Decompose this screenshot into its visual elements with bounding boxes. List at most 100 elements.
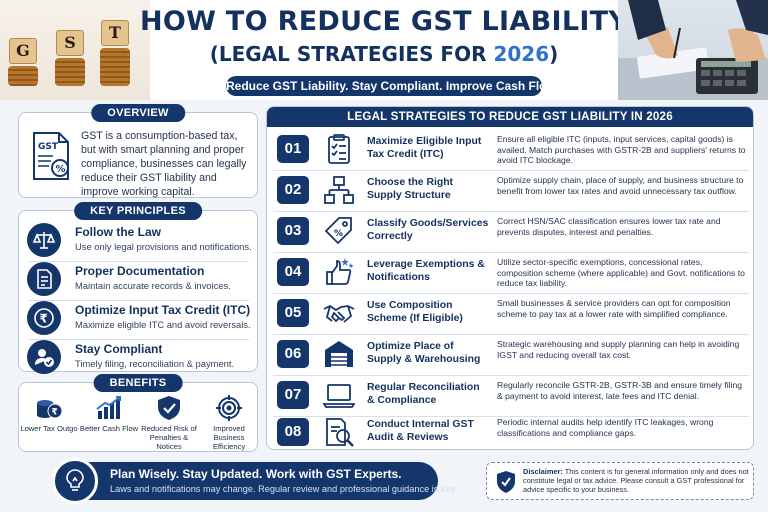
benefit-label: Better Cash Flow — [79, 424, 139, 433]
gst-coins-illustration: G S T — [0, 0, 150, 100]
disclaimer-text: Disclaimer: This content is for general … — [523, 467, 749, 495]
strategy-row: 08 Conduct Internal GST Audit & Reviews … — [273, 414, 749, 451]
divider — [29, 339, 249, 340]
strategy-title: Optimize Place of Supply & Warehousing — [367, 341, 481, 365]
principle-item: Stay Compliant Timely filing, reconcilia… — [27, 340, 255, 376]
strategy-number: 02 — [277, 176, 309, 204]
shield-check-icon — [158, 396, 180, 420]
strategy-row: 02 Choose the Right Supply Structure Opt… — [273, 172, 749, 209]
benefits-panel: BENEFITS ₹ Lower Tax Outgo Better Cash F… — [18, 374, 259, 452]
strategy-desc: Utilize sector-specific exemptions, conc… — [497, 257, 745, 289]
strategy-title: Regular Reconciliation & Compliance — [367, 382, 480, 406]
principle-item: Follow the Law Use only legal provisions… — [27, 223, 255, 259]
tag-icon: % — [324, 217, 352, 245]
benefit-item: ₹ Lower Tax Outgo — [19, 395, 79, 433]
strategy-row: 07 Regular Reconciliation & Compliance R… — [273, 377, 749, 414]
benefits-heading: BENEFITS — [93, 374, 183, 392]
strategy-title: Choose the Right Supply Structure — [367, 177, 454, 201]
strategy-desc: Periodic internal audits help identify I… — [497, 417, 714, 438]
strategy-number: 06 — [277, 340, 309, 368]
warehouse-icon — [325, 341, 353, 367]
strategy-number: 05 — [277, 299, 309, 327]
rupee-icon: ₹ — [27, 301, 61, 335]
user-check-icon — [27, 340, 61, 374]
divider — [29, 300, 249, 301]
strategies-heading: LEGAL STRATEGIES TO REDUCE GST LIABILITY… — [267, 107, 753, 127]
disclaimer-box: Disclaimer: This content is for general … — [486, 462, 754, 500]
benefit-item: Better Cash Flow — [79, 395, 139, 433]
key-principles-panel: KEY PRINCIPLES Follow the Law Use only l… — [18, 202, 258, 374]
divider — [273, 334, 749, 335]
scales-icon — [27, 223, 61, 257]
strategy-desc: Strategic warehousing and supply plannin… — [497, 339, 740, 360]
principle-title: Follow the Law — [75, 225, 161, 239]
divider — [273, 211, 749, 212]
svg-text:%: % — [56, 164, 66, 175]
svg-text:₹: ₹ — [52, 408, 58, 418]
benefit-label: Lower Tax Outgo — [20, 424, 78, 433]
laptop-icon — [323, 384, 355, 408]
calculator-hands-illustration — [618, 0, 768, 100]
strategy-number: 01 — [277, 135, 309, 163]
footer-sub-text: Laws and notifications may change. Regul… — [110, 484, 458, 494]
key-principles-heading: KEY PRINCIPLES — [74, 202, 202, 220]
overview-text: GST is a consumption-based tax, but with… — [81, 130, 247, 198]
divider — [273, 170, 749, 171]
principle-title: Stay Compliant — [75, 342, 163, 356]
svg-text:₹: ₹ — [40, 312, 48, 326]
principle-item: ₹ Optimize Input Tax Credit (ITC) Maximi… — [27, 301, 255, 337]
principle-item: Proper Documentation Maintain accurate r… — [27, 262, 255, 298]
svg-text:GST: GST — [38, 142, 59, 152]
thumbs-up-icon — [326, 258, 354, 285]
svg-text:%: % — [334, 229, 343, 239]
divider — [273, 416, 749, 417]
divider — [273, 375, 749, 376]
coin-stack — [55, 58, 85, 86]
growth-chart-icon — [96, 396, 121, 419]
strategy-desc: Small businesses & service providers can… — [497, 298, 731, 319]
coins-icon: ₹ — [37, 400, 63, 419]
strategy-desc: Regularly reconcile GSTR-2B, GSTR-3B and… — [497, 380, 743, 401]
gst-block-s: S — [56, 30, 84, 56]
strategy-row: 03 % Classify Goods/Services Correctly C… — [273, 213, 749, 250]
principle-desc: Maximize eligible ITC and avoid reversal… — [75, 319, 251, 330]
strategy-row: 06 Optimize Place of Supply & Warehousin… — [273, 336, 749, 373]
strategy-title: Maximize Eligible Input Tax Credit (ITC) — [367, 136, 482, 160]
coin-stack — [100, 48, 130, 86]
principle-title: Proper Documentation — [75, 264, 205, 278]
benefit-label: Reduced Risk of Penalties & Notices — [141, 424, 197, 451]
strategy-desc: Ensure all eligible ITC (inputs, input s… — [497, 134, 746, 166]
shield-check-icon — [497, 471, 515, 493]
benefit-item: Reduced Risk of Penalties & Notices — [139, 395, 199, 451]
strategy-desc: Correct HSN/SAC classification ensures l… — [497, 216, 721, 237]
tagline-banner: Reduce GST Liability. Stay Compliant. Im… — [226, 76, 559, 96]
principle-desc: Timely filing, reconciliation & payment. — [75, 358, 235, 369]
strategy-row: 01 Maximize Eligible Input Tax Credit (I… — [273, 131, 749, 168]
overview-panel: OVERVIEW GST % GST is a consumption-base… — [18, 104, 258, 198]
strategy-title: Conduct Internal GST Audit & Reviews — [367, 419, 474, 443]
footer-banner: Plan Wisely. Stay Updated. Work with GST… — [52, 458, 457, 504]
strategies-panel: LEGAL STRATEGIES TO REDUCE GST LIABILITY… — [266, 106, 754, 450]
gst-document-icon: GST % — [33, 132, 69, 180]
coin-stack — [8, 66, 38, 86]
strategy-number: 03 — [277, 217, 309, 245]
checklist-icon — [328, 134, 350, 164]
strategy-title: Use Composition Scheme (If Eligible) — [367, 300, 463, 324]
page-title: HOW TO REDUCE GST LIABILITY IN INDIA — [140, 6, 768, 37]
divider — [273, 252, 749, 253]
strategy-row: 05 Use Composition Scheme (If Eligible) … — [273, 295, 749, 332]
strategy-row: 04 Leverage Exemptions & Notifications U… — [273, 254, 749, 291]
principle-title: Optimize Input Tax Credit (ITC) — [75, 303, 251, 317]
strategy-number: 07 — [277, 381, 309, 409]
strategy-title: Classify Goods/Services Correctly — [367, 218, 489, 242]
divider — [273, 293, 749, 294]
strategy-number: 04 — [277, 258, 309, 286]
overview-heading: OVERVIEW — [91, 104, 185, 122]
target-icon — [216, 395, 242, 421]
document-icon — [27, 262, 61, 296]
lightbulb-icon — [52, 458, 98, 504]
page-subtitle: (LEGAL STRATEGIES FOR 2026) — [209, 42, 559, 66]
benefit-item: Improved Business Efficiency — [199, 395, 259, 451]
principle-desc: Maintain accurate records & invoices. — [75, 280, 231, 291]
strategy-number: 08 — [277, 418, 309, 446]
